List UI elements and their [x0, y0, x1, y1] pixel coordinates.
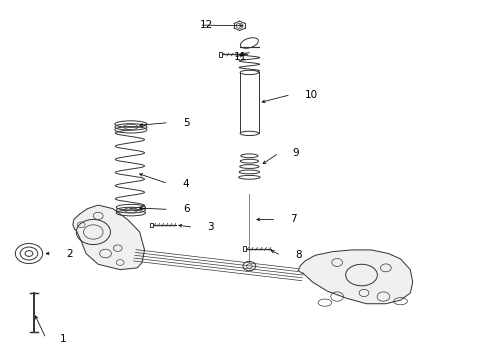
Text: 11: 11 — [234, 52, 247, 62]
Bar — [218, 52, 221, 57]
Text: 12: 12 — [200, 20, 213, 30]
Text: 3: 3 — [207, 222, 214, 232]
Ellipse shape — [240, 70, 258, 75]
Ellipse shape — [240, 131, 258, 135]
Text: 2: 2 — [66, 248, 73, 258]
Bar — [243, 247, 245, 251]
Polygon shape — [73, 205, 144, 270]
Text: 4: 4 — [182, 179, 188, 189]
Text: 9: 9 — [292, 148, 299, 158]
Bar — [150, 223, 153, 227]
Text: 1: 1 — [60, 333, 67, 343]
Text: 6: 6 — [183, 204, 189, 215]
Text: 8: 8 — [295, 250, 301, 260]
Text: 10: 10 — [305, 90, 317, 100]
Polygon shape — [298, 250, 412, 304]
Text: 7: 7 — [290, 215, 296, 224]
Text: 5: 5 — [183, 118, 189, 128]
